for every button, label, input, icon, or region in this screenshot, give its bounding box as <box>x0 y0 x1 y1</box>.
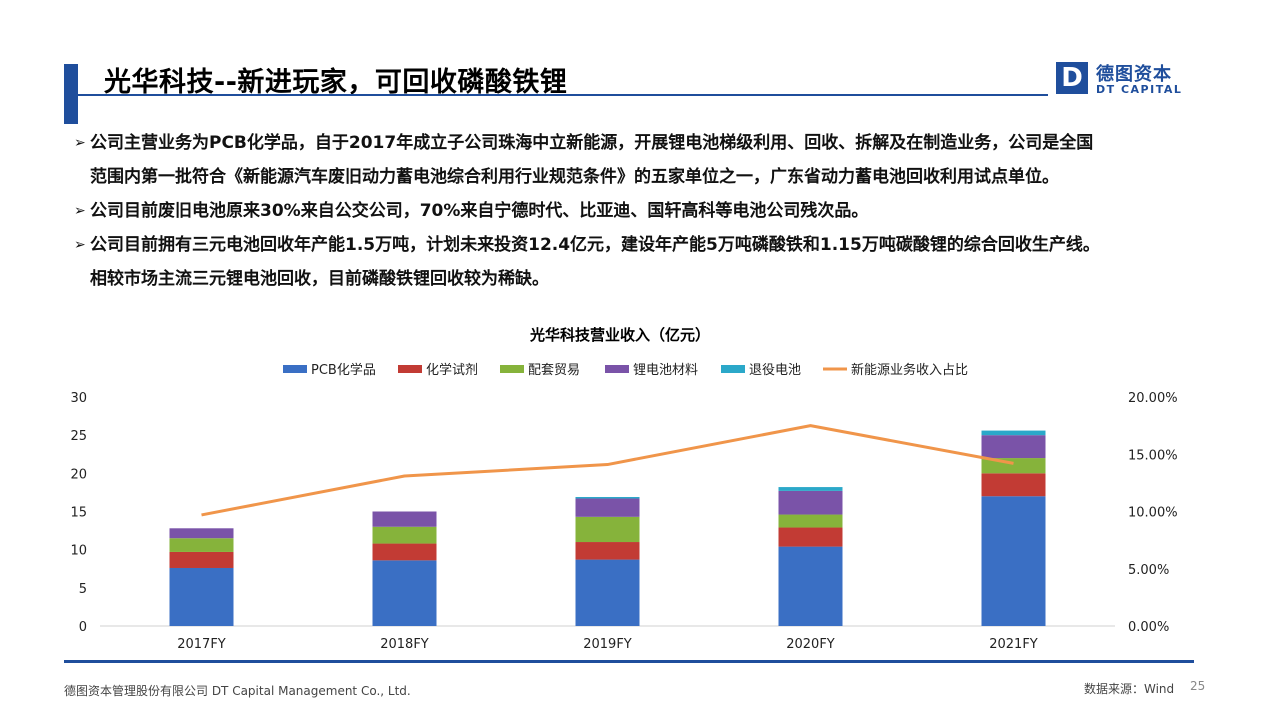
bullet-line: 相较市场主流三元锂电池回收，目前磷酸铁锂回收较为稀缺。 <box>90 269 549 289</box>
right-axis-tick-label: 10.00% <box>1128 506 1178 521</box>
bar-segment <box>169 538 234 552</box>
chart-title: 光华科技营业收入（亿元） <box>529 326 710 344</box>
legend-label: 配套贸易 <box>528 362 580 378</box>
footer-company: 德图资本管理股份有限公司 DT Capital Management Co., … <box>64 684 411 698</box>
right-axis-tick-label: 20.00% <box>1128 391 1178 406</box>
bullet-item: ➢ 公司目前拥有三元电池回收年产能1.5万吨，计划未来投资12.4亿元，建设年产… <box>74 228 1224 296</box>
bar-segment <box>372 526 437 544</box>
ratio-series-line <box>201 424 1014 517</box>
logo-english-name: DT CAPITAL <box>1096 83 1183 96</box>
x-axis-tick-label: 2018FY <box>380 637 429 652</box>
legend-label: PCB化学品 <box>311 362 376 378</box>
x-axis-tick-label: 2021FY <box>989 637 1038 652</box>
legend-swatch <box>500 365 524 373</box>
legend-label: 化学试剂 <box>426 362 478 378</box>
bullet-line: 公司目前废旧电池原来30%来自公交公司，70%来自宁德时代、比亚迪、国轩高科等电… <box>90 201 869 221</box>
bar-segment <box>372 543 437 561</box>
arrow-bullet-icon: ➢ <box>74 237 86 253</box>
bar-segment <box>778 546 843 626</box>
title-divider <box>78 94 1048 96</box>
right-axis-tick-label: 15.00% <box>1128 448 1178 463</box>
legend-swatch <box>605 365 629 373</box>
left-axis-tick-label: 30 <box>70 391 87 406</box>
left-axis-tick-label: 10 <box>70 544 87 559</box>
bar-segment <box>981 496 1046 626</box>
bar-segment <box>981 430 1046 436</box>
bar-segment <box>575 516 640 543</box>
bullet-line: 范围内第一批符合《新能源汽车废旧动力蓄电池综合利用行业规范条件》的五家单位之一，… <box>90 167 1059 187</box>
bullet-list: ➢ 公司主营业务为PCB化学品，自于2017年成立子公司珠海中立新能源，开展锂电… <box>74 126 1224 296</box>
legend-label: 新能源业务收入占比 <box>851 362 968 378</box>
footer-divider <box>64 660 1194 663</box>
right-axis-tick-label: 5.00% <box>1128 563 1169 578</box>
bar-segment <box>778 514 843 528</box>
left-axis-tick-label: 25 <box>70 429 87 444</box>
arrow-bullet-icon: ➢ <box>74 203 86 219</box>
bar-segment <box>575 559 640 626</box>
arrow-bullet-icon: ➢ <box>74 135 86 151</box>
bullet-line: 公司目前拥有三元电池回收年产能1.5万吨，计划未来投资12.4亿元，建设年产能5… <box>90 235 1100 255</box>
title-accent-bar <box>64 64 78 124</box>
legend-label: 退役电池 <box>749 363 801 378</box>
chart-axes: 0 5 10 15 20 25 30 0.00% 5.00% 10.00% 15.00% 20.00%… <box>70 391 1177 652</box>
left-axis-tick-label: 15 <box>70 506 87 521</box>
bar-segment <box>169 528 234 539</box>
page-title: 光华科技--新进玩家，可回收磷酸铁锂 <box>104 67 568 98</box>
logo-chinese-name: 德图资本 <box>1096 64 1172 85</box>
x-axis-tick-label: 2019FY <box>583 637 632 652</box>
legend-swatch <box>398 365 422 373</box>
bullet-item: ➢ 公司主营业务为PCB化学品，自于2017年成立子公司珠海中立新能源，开展锂电… <box>74 126 1224 194</box>
company-logo: D 德图资本 DT CAPITAL <box>1056 62 1196 98</box>
bar-segment <box>372 511 437 527</box>
legend-label: 锂电池材料 <box>633 363 698 378</box>
bar-segment <box>778 490 843 515</box>
logo-mark-icon: D <box>1056 62 1088 94</box>
right-axis-tick-label: 0.00% <box>1128 620 1169 635</box>
x-axis-tick-label: 2020FY <box>786 637 835 652</box>
bar-segment <box>981 473 1046 497</box>
footer-source: 数据来源：Wind <box>1084 682 1175 696</box>
left-axis-tick-label: 5 <box>79 582 87 597</box>
page-number: 25 <box>1190 679 1206 693</box>
legend-swatch <box>283 365 307 373</box>
chart-legend: PCB化学品 化学试剂 配套贸易 锂电池材料 退役电池 新能源业务收入占比 <box>283 362 968 378</box>
bar-segment <box>372 560 437 626</box>
bar-segment <box>575 498 640 517</box>
x-axis-tick-label: 2017FY <box>177 637 226 652</box>
bar-segment <box>575 542 640 560</box>
bar-segment <box>981 435 1046 459</box>
left-axis-tick-label: 0 <box>79 620 87 635</box>
chart-line <box>201 424 1014 517</box>
bar-segment <box>778 527 843 547</box>
bar-segment <box>778 487 843 491</box>
bullet-line: 公司主营业务为PCB化学品，自于2017年成立子公司珠海中立新能源，开展锂电池梯… <box>90 133 1094 153</box>
bar-segment <box>575 496 640 499</box>
bullet-item: ➢ 公司目前废旧电池原来30%来自公交公司，70%来自宁德时代、比亚迪、国轩高科… <box>74 194 1224 228</box>
left-axis-tick-label: 20 <box>70 467 87 482</box>
chart-bars <box>169 430 1046 626</box>
bar-segment <box>169 567 234 626</box>
bar-segment <box>169 551 234 568</box>
legend-swatch <box>721 365 745 373</box>
